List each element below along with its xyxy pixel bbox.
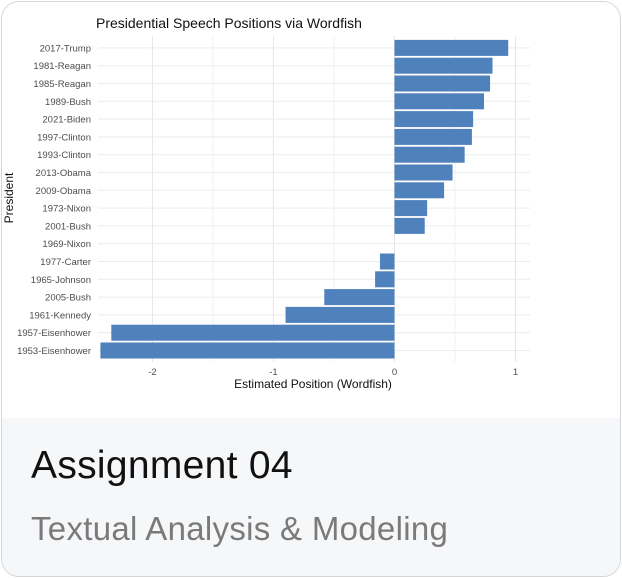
chart-title: Presidential Speech Positions via Wordfi… [96,15,362,31]
y-tick-label: 1997-Clinton [37,132,91,143]
card-footer: Assignment 04 Textual Analysis & Modelin… [2,418,620,576]
y-tick-label: 1957-Eisenhower [17,328,91,339]
y-tick-label: 1989-Bush [45,97,91,108]
y-tick-label: 1953-Eisenhower [17,346,91,357]
card-title: Assignment 04 [31,444,293,487]
y-tick-labels: 2017-Trump 1981-Reagan 1985-Reagan 1989-Bus… [17,43,92,357]
x-tick-label: 1 [513,367,518,378]
chart-thumbnail: Presidential Speech Positions via Wordfi… [2,2,620,418]
bar-1973-Nixon [394,200,428,217]
y-tick-label: 1985-Reagan [33,79,91,90]
bar-1961-Kennedy [285,306,395,323]
bar-2009-Obama [394,182,445,199]
y-tick-label: 1961-Kennedy [29,310,91,321]
bar-1953-Eisenhower [100,342,395,359]
card-subtitle: Textual Analysis & Modeling [31,510,449,547]
wordfish-bar-chart: Presidential Speech Positions via Wordfi… [2,15,530,391]
y-tick-label: 2005-Bush [45,293,91,304]
y-tick-label: 1977-Carter [40,257,91,268]
y-tick-label: 1965-Johnson [31,275,91,286]
x-tick-label: 0 [392,367,397,378]
y-tick-label: 1973-Nixon [42,204,91,215]
bar-1985-Reagan [394,75,491,92]
bar-1977-Carter [379,253,395,270]
y-axis-label: President [2,172,16,223]
x-tick-label: -2 [148,367,156,378]
bar-2005-Bush [324,289,395,306]
chart-bars [100,39,509,359]
bar-1989-Bush [394,93,485,110]
y-tick-label: 2021-Biden [42,115,91,126]
y-tick-label: 2001-Bush [45,221,91,232]
y-tick-label: 2009-Obama [36,186,92,197]
bar-1957-Eisenhower [111,324,395,341]
bar-1993-Clinton [394,146,465,163]
y-tick-label: 2013-Obama [36,168,92,179]
x-tick-label: -1 [269,367,277,378]
x-tick-labels: -2 -1 0 1 [148,367,518,378]
y-tick-label: 1969-Nixon [42,239,91,250]
y-tick-label: 2017-Trump [40,43,91,54]
bar-2021-Biden [394,111,474,128]
y-tick-label: 1993-Clinton [37,150,91,161]
bar-2001-Bush [394,217,425,234]
y-tick-label: 1981-Reagan [33,61,91,72]
bar-2013-Obama [394,164,453,181]
bar-1997-Clinton [394,128,472,145]
bar-2017-Trump [394,39,509,56]
x-axis-label: Estimated Position (Wordfish) [234,377,392,391]
bar-1981-Reagan [394,57,493,74]
bar-1965-Johnson [375,271,395,288]
